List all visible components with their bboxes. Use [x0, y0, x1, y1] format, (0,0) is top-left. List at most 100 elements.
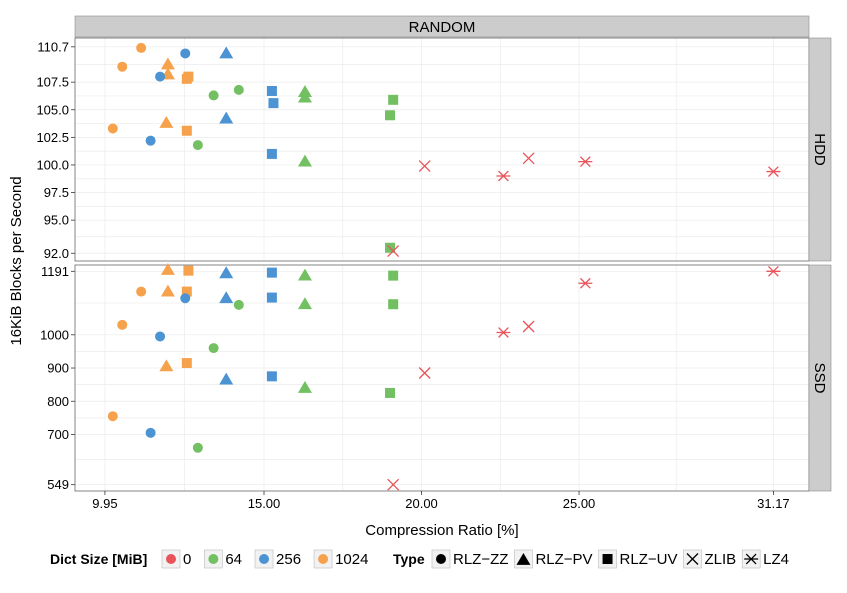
data-point: [145, 135, 156, 146]
chart-title: RANDOM: [409, 19, 476, 36]
data-point: [160, 284, 175, 297]
data-point: [155, 331, 166, 342]
data-point: [219, 372, 234, 385]
data-point: [297, 380, 312, 393]
data-point-shape: [145, 135, 156, 146]
legend-item-type-triangle: RLZ−PV: [514, 549, 593, 569]
data-point-shape: [160, 262, 175, 275]
data-point-shape: [496, 170, 511, 182]
panel-background: [75, 265, 809, 491]
data-point: [578, 277, 593, 289]
data-point-shape: [266, 371, 277, 382]
data-point: [385, 110, 396, 121]
panel-label-ssd: SSD: [811, 363, 828, 394]
data-point-shape: [388, 270, 399, 281]
data-point-shape: [266, 267, 277, 278]
y-axis-title: 16KiB Blocks per Second: [8, 176, 25, 345]
data-point-shape: [219, 372, 234, 385]
data-point: [578, 156, 593, 168]
panel-ssd: 1191 1000 900 800 700 549 SSD: [40, 262, 832, 492]
legend-item-dict-256: 256: [254, 549, 301, 569]
panel-strip: [808, 264, 832, 492]
y-tick-label: 107.5: [36, 75, 69, 90]
panels: 110.7 107.5 105.0 102.5 100.0 97.5 95.0 92.0 HDD…: [36, 37, 832, 511]
legend-swatch: [208, 554, 219, 564]
data-point: [180, 293, 191, 304]
data-point-shape: [219, 266, 234, 279]
data-point: [266, 371, 277, 382]
y-tick-label: 1000: [40, 327, 69, 342]
legend-symbol-square: [602, 554, 613, 564]
legend-label: 256: [276, 551, 301, 568]
legend-item-type-square: RLZ−UV: [598, 549, 678, 569]
legend-symbol-square-shape: [602, 554, 613, 564]
data-point: [496, 170, 511, 182]
data-point: [107, 123, 118, 134]
data-point: [266, 85, 277, 96]
legend-item-type-cross: ZLIB: [683, 549, 736, 569]
data-point: [297, 268, 312, 281]
data-point: [385, 387, 396, 398]
data-point: [219, 111, 234, 124]
data-point-shape: [385, 387, 396, 398]
legend-label: RLZ−UV: [620, 551, 678, 568]
legend-label: RLZ−ZZ: [453, 551, 508, 568]
data-point-shape: [418, 367, 431, 379]
legend-item-dict-0: 0: [161, 549, 191, 569]
data-point: [266, 267, 277, 278]
data-point-shape: [208, 343, 219, 354]
data-point: [192, 140, 203, 151]
data-point-shape: [117, 61, 128, 72]
data-point-shape: [385, 110, 396, 121]
data-point: [387, 478, 400, 491]
data-point: [496, 327, 511, 338]
data-point-shape: [297, 268, 312, 281]
data-point-shape: [181, 125, 192, 136]
legend-swatch: [166, 554, 176, 564]
data-point: [766, 265, 781, 277]
data-point-shape: [297, 154, 312, 167]
data-point-shape: [183, 265, 194, 276]
data-point: [766, 166, 781, 177]
data-point-shape: [266, 292, 277, 303]
legend-symbol-cross: [686, 553, 699, 565]
data-point-shape: [181, 358, 192, 369]
x-tick-label: 9.95: [92, 496, 117, 511]
data-point: [159, 116, 174, 128]
data-point-shape: [578, 156, 593, 168]
y-tick-label: 1191: [41, 264, 69, 279]
data-point: [388, 94, 399, 105]
data-point-shape: [387, 478, 400, 491]
data-point-shape: [107, 411, 118, 422]
data-point: [145, 427, 156, 438]
data-point-shape: [578, 277, 593, 289]
data-point-shape: [387, 245, 400, 258]
data-point: [418, 367, 431, 379]
data-point-shape: [266, 85, 277, 96]
data-point: [522, 320, 535, 333]
legend-label: RLZ−PV: [535, 551, 592, 568]
data-point: [233, 84, 244, 95]
data-point: [387, 245, 400, 258]
data-point-shape: [159, 116, 174, 128]
legend-swatch: [318, 554, 329, 564]
data-point-shape: [233, 299, 244, 310]
data-point-shape: [192, 442, 203, 453]
y-tick-label: 549: [47, 477, 69, 492]
legend-symbol-cross-shape: [686, 553, 699, 565]
data-point-shape: [522, 320, 535, 333]
data-point: [159, 359, 174, 372]
data-point-shape: [496, 327, 511, 338]
y-tick-label: 800: [47, 394, 69, 409]
legend-symbol-circle: [436, 554, 446, 564]
data-point-shape: [181, 73, 192, 84]
legend-label: LZ4: [763, 551, 789, 568]
legend-symbol-asterisk-shape: [744, 553, 759, 565]
panel-strip: [808, 37, 832, 262]
legend-swatch: [259, 554, 270, 564]
x-axis-title: Compression Ratio [%]: [365, 522, 518, 539]
data-point-shape: [297, 90, 312, 103]
data-point-shape: [180, 293, 191, 304]
data-point-shape: [268, 98, 279, 109]
data-point-shape: [107, 123, 118, 134]
